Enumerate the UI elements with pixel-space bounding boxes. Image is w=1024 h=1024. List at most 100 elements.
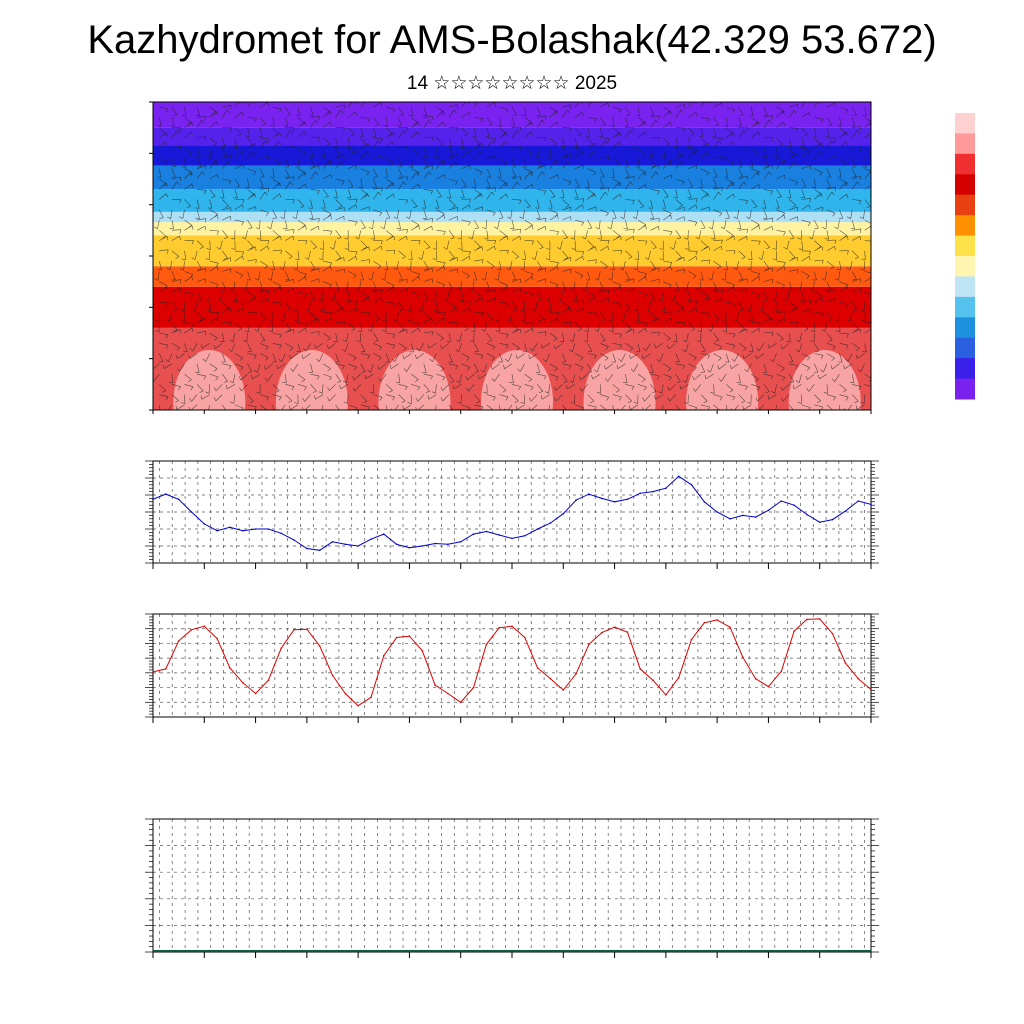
wind-barb xyxy=(864,158,867,168)
wind-barb xyxy=(612,261,615,271)
wind-barb-flag xyxy=(497,125,502,127)
wind-barb-flag xyxy=(504,183,508,187)
wind-barb xyxy=(171,130,178,139)
wind-barb xyxy=(801,112,810,118)
wind-barb-flag xyxy=(808,236,813,240)
wind-barb-flag xyxy=(786,197,791,199)
wind-barb xyxy=(530,394,538,402)
wind-barb xyxy=(474,297,482,303)
wind-barb-flag xyxy=(707,369,711,373)
wind-barb xyxy=(655,394,664,400)
wind-barb xyxy=(516,404,525,410)
wind-barb-flag xyxy=(809,251,811,256)
wind-barb-flag xyxy=(443,231,446,236)
wind-barb xyxy=(663,363,672,369)
wind-barb-flag xyxy=(830,266,835,270)
wind-barb-flag xyxy=(213,368,218,372)
wind-barb-flag xyxy=(431,298,436,302)
wind-barb xyxy=(184,271,194,275)
wind-barb xyxy=(788,153,798,159)
wind-barb xyxy=(260,155,269,159)
wind-barb xyxy=(259,281,264,291)
wind-barb-flag xyxy=(253,171,257,176)
wind-barb xyxy=(536,240,544,248)
wind-barb-flag xyxy=(714,340,719,342)
wind-barb xyxy=(711,271,714,281)
wind-barb-flag xyxy=(355,251,358,256)
wind-barb xyxy=(310,373,320,377)
wind-barb xyxy=(610,220,614,229)
wind-barb xyxy=(688,240,690,250)
wind-barb xyxy=(373,102,382,108)
wind-barb-flag xyxy=(673,197,678,199)
wind-barb-flag xyxy=(504,408,506,410)
wind-barb xyxy=(625,175,634,180)
wind-barb-flag xyxy=(731,358,735,362)
wind-barb xyxy=(788,353,794,362)
wind-barb xyxy=(751,219,760,225)
wind-barb-flag xyxy=(608,187,610,192)
wind-barb xyxy=(159,141,166,149)
wind-barb-flag xyxy=(406,127,408,132)
wind-barb xyxy=(335,307,344,313)
data-point xyxy=(639,668,641,670)
wind-barb-flag xyxy=(506,132,509,137)
wind-barb xyxy=(776,174,785,180)
wind-barb-flag xyxy=(330,215,332,220)
wind-barb-flag xyxy=(179,216,183,219)
wind-barb xyxy=(738,374,741,383)
wind-barb-flag xyxy=(846,194,849,199)
wind-barb xyxy=(574,394,576,404)
wind-barb xyxy=(675,199,683,206)
wind-barb-flag xyxy=(604,365,606,370)
wind-barb-flag xyxy=(406,309,412,312)
wind-barb xyxy=(436,158,446,162)
wind-barb xyxy=(776,373,786,378)
wind-barb-flag xyxy=(230,321,232,326)
data-point xyxy=(562,689,565,691)
wind-barb xyxy=(524,373,533,380)
data-point xyxy=(254,528,257,530)
wind-barb-flag xyxy=(228,348,232,352)
wind-barb xyxy=(398,343,407,349)
wind-barb xyxy=(403,353,412,359)
wind-barb-flag xyxy=(442,284,446,289)
wind-barb xyxy=(537,136,547,139)
wind-barb xyxy=(851,181,858,190)
wind-barb-flag xyxy=(313,318,317,321)
data-point xyxy=(152,498,154,501)
wind-barb-flag xyxy=(540,395,543,400)
wind-barb-flag xyxy=(823,392,828,394)
page-title: Kazhydromet for AMS-Bolashak(42.329 53.6… xyxy=(87,18,937,62)
wind-barb xyxy=(423,373,433,377)
data-point xyxy=(626,498,629,501)
wind-barb-flag xyxy=(269,320,274,322)
wind-barb xyxy=(159,132,167,139)
wind-barb xyxy=(675,281,680,291)
wind-barb-flag xyxy=(277,162,281,166)
wind-barb-flag xyxy=(595,246,597,251)
wind-barb-flag xyxy=(278,141,281,146)
wind-barb-flag xyxy=(440,344,443,349)
wind-barb xyxy=(499,235,508,241)
wind-barb xyxy=(259,297,269,303)
data-point xyxy=(165,493,167,495)
wind-barb xyxy=(335,178,345,182)
wind-barb xyxy=(536,119,543,128)
wind-barb-flag xyxy=(582,204,584,209)
wind-barb xyxy=(713,353,722,359)
wind-barb xyxy=(322,384,324,394)
wind-barb xyxy=(183,261,185,271)
wind-barb-flag xyxy=(746,146,748,151)
wind-barb-flag xyxy=(809,308,811,313)
wind-barb-flag xyxy=(343,401,348,404)
minor-ticks xyxy=(145,460,879,564)
wind-barb-flag xyxy=(519,216,524,219)
wind-barb xyxy=(776,106,785,112)
wind-barb-flag xyxy=(393,286,395,291)
wind-barb xyxy=(675,127,685,129)
wind-barb xyxy=(612,209,617,219)
data-point xyxy=(742,514,744,517)
wind-barb-flag xyxy=(791,412,795,413)
wind-barb xyxy=(863,394,865,404)
